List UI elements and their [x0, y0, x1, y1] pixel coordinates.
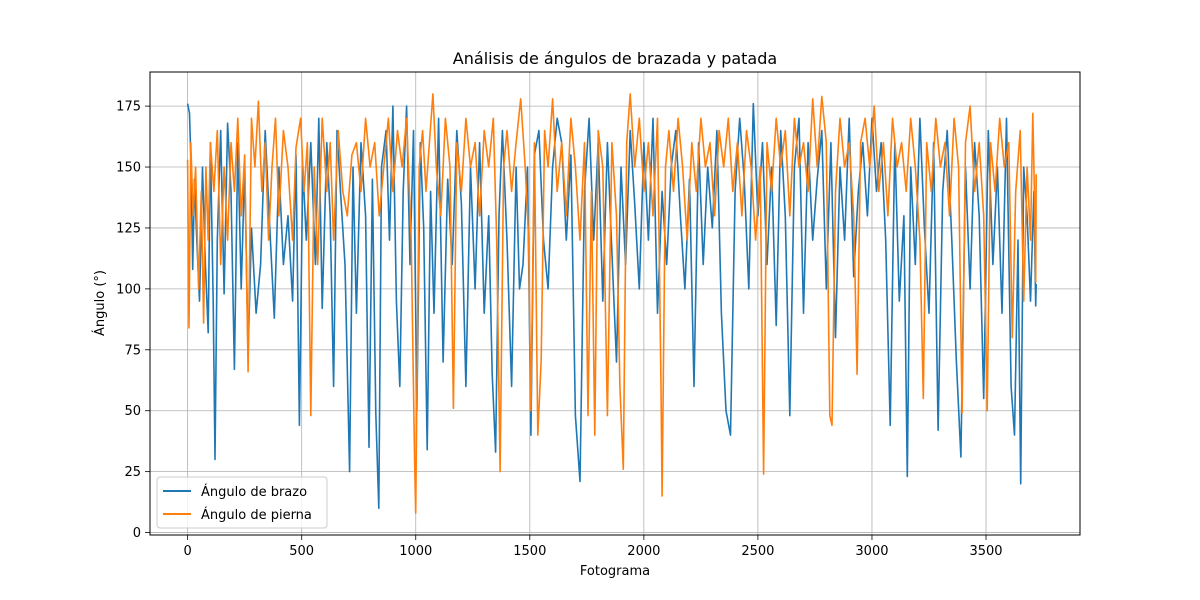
chart-title: Análisis de ángulos de brazada y patada — [453, 49, 777, 68]
y-tick-label: 25 — [124, 465, 141, 480]
x-tick-label: 2500 — [741, 544, 774, 559]
x-tick-label: 0 — [183, 544, 191, 559]
y-axis-label: Ángulo (°) — [92, 270, 108, 336]
x-tick-label: 3000 — [855, 544, 888, 559]
legend-label-arm: Ángulo de brazo — [201, 484, 307, 500]
x-axis-label: Fotograma — [580, 564, 650, 579]
legend: Ángulo de brazo Ángulo de pierna — [156, 476, 328, 529]
plot-frame — [149, 71, 1081, 536]
x-tick-label: 2000 — [627, 544, 660, 559]
y-tick-label: 150 — [116, 161, 141, 176]
x-tick-label: 1000 — [399, 544, 432, 559]
y-tick-label: 125 — [116, 221, 141, 236]
legend-box — [156, 476, 328, 529]
x-tick-label: 1500 — [513, 544, 546, 559]
x-axis-ticks: 0 500 1000 1500 2000 2500 3000 3500 — [183, 535, 1003, 559]
series-lines — [186, 93, 1037, 514]
series-line-leg — [186, 93, 1037, 514]
y-tick-label: 50 — [124, 404, 141, 419]
series-line-arm — [186, 102, 1037, 509]
legend-label-leg: Ángulo de pierna — [201, 507, 312, 523]
x-tick-label: 3500 — [969, 544, 1002, 559]
y-axis-ticks: 0 25 50 75 100 125 150 175 — [116, 100, 150, 541]
x-tick-label: 500 — [289, 544, 314, 559]
y-tick-label: 100 — [116, 282, 141, 297]
y-tick-label: 175 — [116, 100, 141, 115]
y-tick-label: 75 — [124, 343, 141, 358]
grid-lines — [150, 72, 1080, 535]
y-tick-label: 0 — [133, 526, 141, 541]
